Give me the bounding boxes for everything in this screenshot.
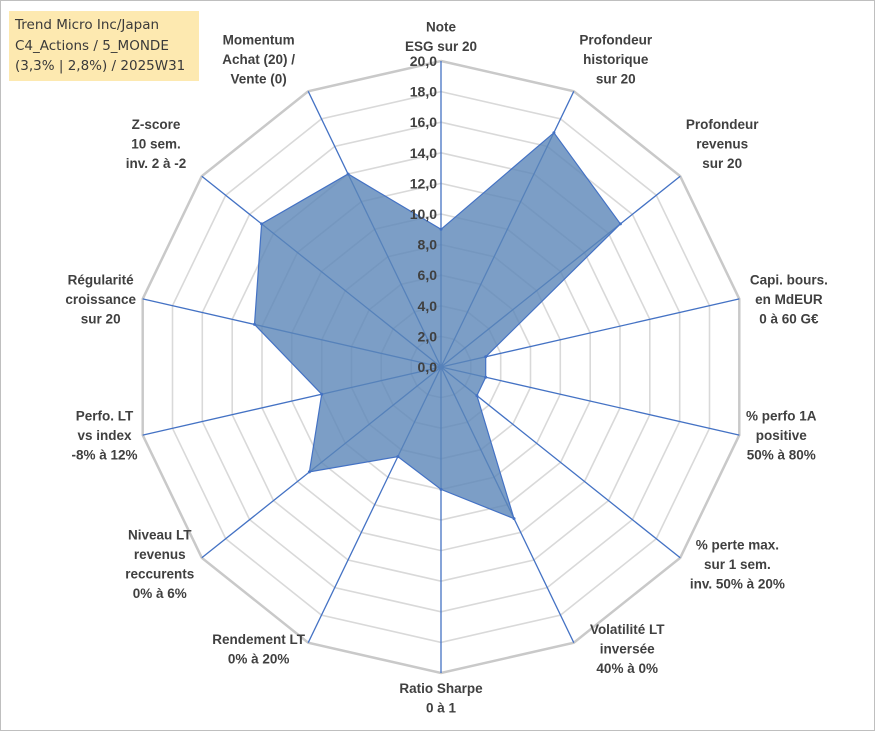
radar-axis-label-line: Z-score xyxy=(132,117,181,132)
radar-data-point xyxy=(320,392,324,396)
radar-axis-label-line: positive xyxy=(756,428,808,443)
radar-axis-label-line: 10 sem. xyxy=(131,137,181,152)
radar-axis-label: Profondeur historique sur 20 xyxy=(579,32,652,86)
radar-axis-label-line: revenus xyxy=(696,137,748,152)
radar-axis-label-line: sur 20 xyxy=(81,311,121,326)
radar-tick-label: 4,0 xyxy=(418,298,438,314)
radar-axis-label: % perte max. sur 1 sem. inv. 50% à 20% xyxy=(690,537,785,591)
radar-axis-label-line: croissance xyxy=(65,292,136,307)
radar-axis-label-line: 0 à 1 xyxy=(426,701,457,716)
radar-axis-label-line: % perte max. xyxy=(696,537,779,552)
radar-tick-label: 8,0 xyxy=(418,237,438,253)
radar-axis-label-line: 0% à 6% xyxy=(133,586,187,601)
radar-axis-label-line: 50% à 80% xyxy=(747,448,816,463)
radar-axis-label-line: Régularité xyxy=(68,272,135,287)
radar-axis-label-line: Note xyxy=(426,20,456,35)
radar-axis-label-line: Vente (0) xyxy=(230,71,286,86)
radar-axis-label-line: -8% à 12% xyxy=(71,448,137,463)
radar-axis-label-line: 0 à 60 G€ xyxy=(759,311,819,326)
radar-tick-label: 18,0 xyxy=(410,84,437,100)
radar-axis-label: Perfo. LT vs index -8% à 12% xyxy=(71,409,137,463)
radar-axis-label-line: Niveau LT xyxy=(128,528,192,543)
radar-axis-label-line: inv. 2 à -2 xyxy=(126,156,187,171)
radar-tick-label: 14,0 xyxy=(410,145,437,161)
radar-axis-label-line: reccurents xyxy=(125,567,194,582)
radar-axis-label: Volatilité LT inversée 40% à 0% xyxy=(590,622,665,676)
title-line-company: Trend Micro Inc/Japan xyxy=(15,17,160,33)
radar-data-point xyxy=(439,487,443,491)
radar-axis-label-line: Profondeur xyxy=(579,32,652,47)
radar-axis-label: % perfo 1A positive 50% à 80% xyxy=(746,409,817,463)
radar-data-point xyxy=(484,375,488,379)
title-line-period: (3,3% | 2,8%) / 2025W31 xyxy=(15,58,186,74)
radar-data-point xyxy=(512,517,516,521)
radar-axis-label-line: vs index xyxy=(77,428,132,443)
radar-axis-label: Momentum Achat (20) / Vente (0) xyxy=(222,32,295,86)
radar-axis-label-line: revenus xyxy=(134,547,186,562)
radar-axis-label-line: sur 1 sem. xyxy=(704,557,771,572)
radar-tick-label: 10,0 xyxy=(410,206,437,222)
radar-axis-label-line: 40% à 0% xyxy=(596,661,658,676)
radar-axis-label-line: Volatilité LT xyxy=(590,622,665,637)
title-line-category: C4_Actions / 5_MONDE xyxy=(15,37,169,54)
radar-axis-label-line: ESG sur 20 xyxy=(405,39,477,54)
radar-tick-label: 2,0 xyxy=(418,328,438,344)
chart-title-box: Trend Micro Inc/Japan C4_Actions / 5_MON… xyxy=(9,11,199,81)
radar-axis-label-line: % perfo 1A xyxy=(746,409,817,424)
radar-axis-label-line: Profondeur xyxy=(686,117,759,132)
radar-data-point xyxy=(396,455,400,459)
radar-data-point xyxy=(552,131,556,135)
radar-axis-label-line: sur 20 xyxy=(596,71,636,86)
radar-tick-label: 16,0 xyxy=(410,114,437,130)
radar-axis-label: Régularité croissance sur 20 xyxy=(65,272,136,326)
radar-spoke xyxy=(440,366,681,559)
radar-axis-label: Capi. bours. en MdEUR 0 à 60 G€ xyxy=(750,272,828,326)
radar-data-point xyxy=(475,394,479,398)
radar-axis-label-line: Ratio Sharpe xyxy=(399,681,483,696)
radar-data-point xyxy=(253,322,256,326)
radar-data-area xyxy=(253,131,622,520)
radar-axis-label-line: Perfo. LT xyxy=(76,409,134,424)
radar-tick-label: 6,0 xyxy=(418,267,438,283)
radar-axis-label: Ratio Sharpe 0 à 1 xyxy=(399,681,483,716)
radar-data-point xyxy=(484,355,488,359)
radar-axis-label-line: Capi. bours. xyxy=(750,272,828,287)
radar-axis-label: Z-score 10 sem. inv. 2 à -2 xyxy=(126,117,187,171)
radar-axis-label-line: Momentum xyxy=(223,32,295,47)
radar-data-point xyxy=(307,470,311,474)
radar-axis-label: Note ESG sur 20 xyxy=(405,20,477,55)
radar-axis-label-line: 0% à 20% xyxy=(228,651,290,666)
radar-axis-label-line: Rendement LT xyxy=(212,632,306,647)
radar-tick-label: 12,0 xyxy=(410,175,437,191)
radar-axis-label-line: inversée xyxy=(600,642,655,657)
radar-axis-label: Rendement LT 0% à 20% xyxy=(212,632,306,667)
radar-axis-label-line: Achat (20) / xyxy=(222,52,295,67)
radar-axis-label-line: inv. 50% à 20% xyxy=(690,576,785,591)
radar-data-point xyxy=(618,222,622,226)
radar-axis-label: Niveau LT revenus reccurents 0% à 6% xyxy=(125,528,194,602)
radar-tick-label: 20,0 xyxy=(410,53,437,69)
radar-spoke xyxy=(440,366,740,436)
radar-spoke xyxy=(440,298,740,368)
radar-data-point xyxy=(260,222,264,226)
radar-data-point xyxy=(439,227,443,231)
radar-axis-label-line: historique xyxy=(583,52,649,67)
radar-axis-label-line: sur 20 xyxy=(702,156,742,171)
radar-axis-label-line: en MdEUR xyxy=(755,292,823,307)
radar-axis-label: Profondeur revenus sur 20 xyxy=(686,117,759,171)
radar-tick-label: 0,0 xyxy=(418,359,438,375)
radar-data-point xyxy=(346,172,350,176)
